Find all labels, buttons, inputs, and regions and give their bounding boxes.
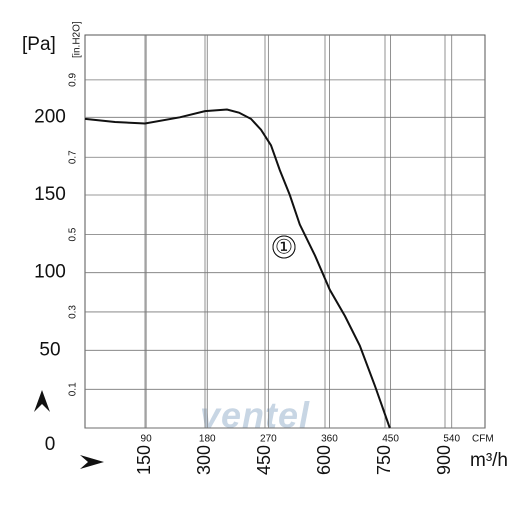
right-arrow [80, 455, 104, 469]
x-axis-label: m³/h [470, 450, 508, 471]
x2-tick-label: 540 [443, 434, 460, 445]
up-arrow [34, 390, 50, 412]
x2-tick-label: 270 [260, 434, 277, 445]
x2-tick-label: 360 [321, 434, 338, 445]
x2-tick-label: 180 [199, 434, 216, 445]
y2-tick-label: 0.3 [68, 305, 79, 319]
x-tick-label: 750 [374, 445, 394, 475]
y-tick-label: 50 [39, 339, 60, 360]
x2-tick-label: 90 [141, 434, 153, 445]
watermark: ventel [200, 395, 310, 436]
y-tick-label: 100 [34, 262, 66, 283]
y-tick-label: 0 [45, 434, 56, 455]
curve [84, 108, 391, 429]
y2-tick-label: 0.1 [68, 382, 79, 396]
y-tick-label: 200 [34, 106, 66, 127]
annotation-circle [272, 235, 296, 259]
y-tick-label: 150 [34, 184, 66, 205]
x2-axis-label: CFM [472, 434, 494, 445]
y-axis-label: [Pa] [22, 34, 56, 55]
y2-tick-label: 0.9 [68, 72, 79, 86]
x-tick-label: 600 [314, 445, 334, 475]
y2-axis-label: [in.H2O] [72, 21, 83, 58]
annotation: ① [275, 235, 293, 259]
x-tick-label: 450 [254, 445, 274, 475]
x-tick-label: 900 [434, 445, 454, 475]
x-tick-label: 150 [134, 445, 154, 475]
x2-tick-label: 450 [382, 434, 399, 445]
x-tick-label: 300 [194, 445, 214, 475]
y2-tick-label: 0.5 [68, 227, 79, 241]
y2-tick-label: 0.7 [68, 150, 79, 164]
